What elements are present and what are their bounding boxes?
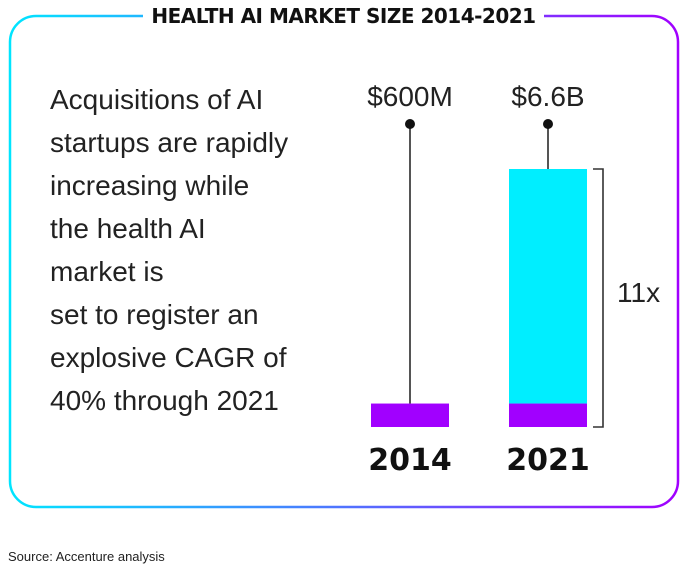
chart-title: HEALTH AI MARKET SIZE 2014-2021 [143,4,544,28]
description-line: 40% through 2021 [50,385,279,416]
description-line: market is [50,256,164,287]
growth-multiplier-label: 11x [617,277,660,308]
description-line: explosive CAGR of [50,342,287,373]
description: Acquisitions of AI startups are rapidly … [50,78,340,422]
bar-base-segment [371,403,449,427]
stem-dot [543,119,553,129]
description-line: Acquisitions of AI [50,84,264,115]
description-line: increasing while [50,170,250,201]
value-label: $6.6B [511,81,584,112]
value-label: $600M [367,81,453,112]
bar-base-segment [509,403,587,427]
description-line: set to register an [50,299,259,330]
year-label: 2021 [506,443,590,478]
bar-growth-segment [509,169,587,404]
stem-dot [405,119,415,129]
description-line: the health AI [50,213,206,244]
description-line: startups are rapidly [50,127,289,158]
title-container: HEALTH AI MARKET SIZE 2014-2021 [0,4,687,28]
source-note: Source: Accenture analysis [8,549,165,564]
growth-bracket [593,168,604,428]
year-label: 2014 [368,443,452,478]
